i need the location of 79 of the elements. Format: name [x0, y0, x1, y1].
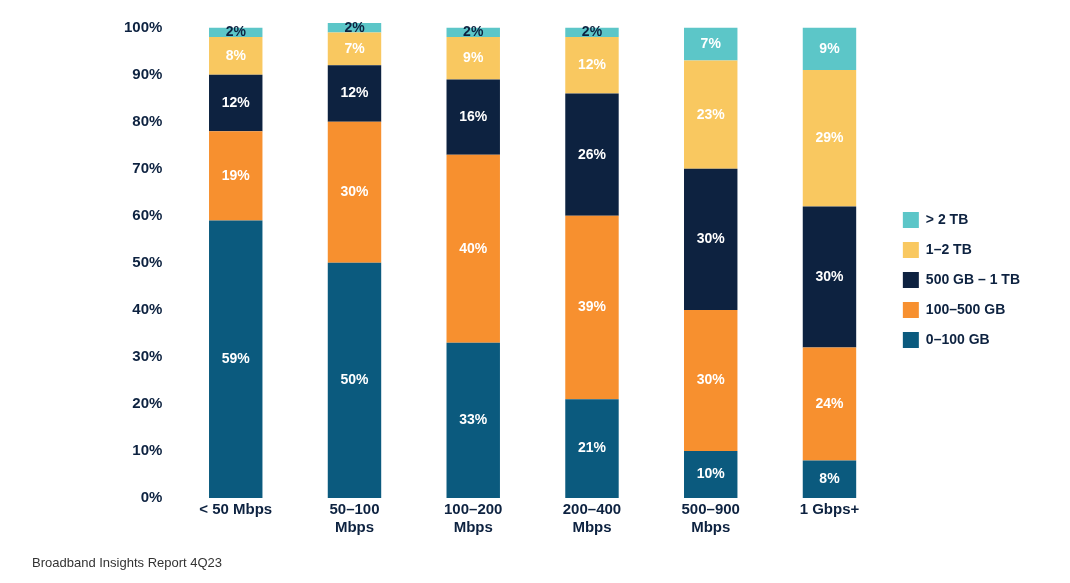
y-tick-label: 10%: [132, 441, 163, 459]
bar: [327, 121, 382, 263]
data-label: 50%: [340, 371, 370, 388]
data-label: 7%: [344, 39, 366, 56]
data-label: 2%: [581, 23, 603, 40]
bar: [209, 220, 263, 498]
data-label: 19%: [221, 166, 251, 183]
bar: [209, 37, 263, 75]
data-label: 16%: [459, 107, 488, 124]
legend-label: 100–500 GB: [925, 300, 1006, 317]
data-label: 21%: [577, 439, 607, 456]
bar: [446, 342, 500, 498]
y-tick-label: 60%: [132, 205, 163, 223]
bar: [565, 399, 619, 498]
bar: [327, 65, 382, 122]
x-tick-label: 1 Gbps+: [799, 500, 860, 518]
bar: [802, 460, 857, 498]
bar: [565, 215, 619, 400]
data-label: 8%: [819, 470, 841, 487]
bar: [684, 60, 738, 169]
bar: [684, 27, 738, 61]
data-label: 12%: [577, 56, 607, 73]
y-tick-label: 50%: [132, 252, 163, 270]
data-label: 59%: [221, 350, 251, 367]
x-tick-label: 50–100 Mbps: [329, 500, 380, 536]
bar: [446, 37, 500, 80]
data-label: 30%: [815, 267, 845, 284]
data-label: 7%: [700, 35, 722, 52]
data-label: 2%: [463, 23, 484, 40]
data-label: 10%: [696, 465, 726, 482]
data-label: 9%: [463, 49, 484, 66]
legend-label: 500 GB – 1 TB: [925, 270, 1020, 287]
legend-label: > 2 TB: [925, 210, 969, 227]
bar: [446, 154, 500, 343]
data-label: 9%: [819, 39, 841, 56]
x-tick-label: 200–400 Mbps: [562, 500, 622, 536]
data-label: 39%: [577, 298, 607, 315]
x-tick-label: < 50 Mbps: [199, 500, 273, 518]
bar: [684, 309, 738, 451]
legend-label: 0–100 GB: [925, 330, 990, 347]
y-tick-label: 40%: [132, 300, 163, 318]
y-tick-label: 0%: [140, 488, 163, 506]
bar: [802, 27, 857, 71]
bar: [446, 79, 500, 155]
bar: [802, 206, 857, 348]
data-label: 2%: [225, 23, 247, 40]
data-label: 24%: [815, 394, 845, 411]
data-label: 33%: [459, 411, 488, 428]
bar: [802, 347, 857, 461]
y-tick-label: 20%: [132, 394, 163, 412]
data-label: 30%: [696, 371, 726, 388]
y-tick-label: 80%: [132, 111, 163, 129]
y-tick-label: 90%: [132, 64, 163, 82]
data-label: 12%: [340, 84, 370, 101]
data-label: 23%: [696, 105, 726, 122]
bar: [327, 262, 382, 498]
data-label: 12%: [221, 93, 251, 110]
data-label: 30%: [696, 230, 726, 247]
x-tick-label: 100–200 Mbps: [444, 500, 503, 536]
y-tick-label: 70%: [132, 158, 163, 176]
bar: [209, 74, 263, 132]
legend-label: 1–2 TB: [925, 240, 972, 257]
bar: [684, 450, 738, 498]
bar: [565, 37, 619, 94]
data-label: 30%: [340, 183, 370, 200]
data-label: 2%: [344, 18, 366, 35]
text: Broadband Insights Report 4Q23: [32, 555, 223, 570]
data-label: 40%: [459, 239, 488, 256]
bar: [209, 131, 263, 221]
data-label: 26%: [577, 145, 607, 162]
bar: [684, 168, 738, 310]
bar: [802, 70, 857, 207]
bar: [327, 32, 382, 66]
y-tick-label: 30%: [132, 347, 163, 365]
data-label: 8%: [225, 46, 247, 63]
x-tick-label: 500–900 Mbps: [681, 500, 740, 536]
data-label: 29%: [815, 129, 845, 146]
y-tick-label: 100%: [123, 17, 163, 35]
bar: [565, 93, 619, 216]
